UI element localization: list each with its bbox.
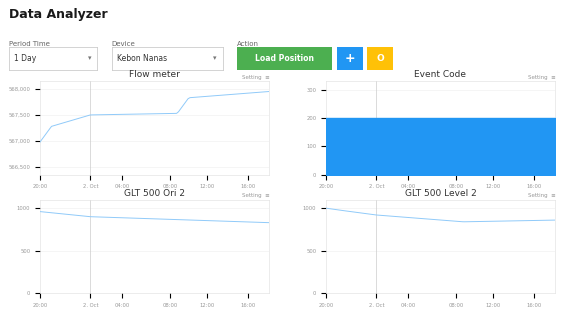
Text: Kebon Nanas: Kebon Nanas <box>117 54 167 63</box>
Text: +: + <box>345 52 356 65</box>
Text: ▾: ▾ <box>213 56 216 61</box>
Text: Setting  ≡: Setting ≡ <box>527 193 555 198</box>
Text: Data Analyzer: Data Analyzer <box>9 8 107 21</box>
Text: ▾: ▾ <box>88 56 91 61</box>
Title: GLT 500 Level 2: GLT 500 Level 2 <box>404 188 476 197</box>
Text: Setting  ≡: Setting ≡ <box>241 193 269 198</box>
Text: Action: Action <box>237 41 259 46</box>
Legend: Event Code: Event Code <box>412 204 468 214</box>
Title: Flow meter: Flow meter <box>129 70 180 79</box>
Text: Load Position: Load Position <box>255 54 314 63</box>
Text: Setting  ≡: Setting ≡ <box>241 75 269 80</box>
Text: 1 Day: 1 Day <box>14 54 36 63</box>
Title: GLT 500 Ori 2: GLT 500 Ori 2 <box>124 188 185 197</box>
Title: Event Code: Event Code <box>415 70 466 79</box>
Text: Setting  ≡: Setting ≡ <box>527 75 555 80</box>
Text: Period Time: Period Time <box>9 41 49 46</box>
Text: Device: Device <box>112 41 136 46</box>
Legend: Flow meter: Flow meter <box>127 204 182 214</box>
Text: O: O <box>376 54 384 63</box>
